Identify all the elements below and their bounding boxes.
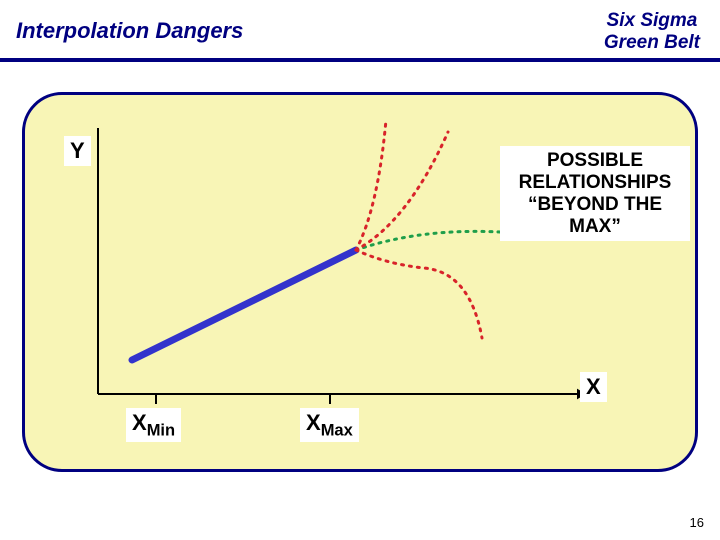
x-axis-label: X [580, 372, 607, 402]
xmax-sub: Max [321, 421, 353, 439]
callout-l2: RELATIONSHIPS [519, 172, 672, 193]
xmin-sub: Min [147, 421, 175, 439]
y-axis-label-text: Y [70, 138, 85, 163]
slide: Interpolation Dangers Six Sigma Green Be… [0, 0, 720, 540]
y-axis-label: Y [64, 136, 91, 166]
chart-svg [0, 0, 720, 540]
xmin-label: XMin [126, 408, 181, 442]
callout-l3: “BEYOND THE [528, 194, 662, 215]
page-number: 16 [690, 515, 704, 530]
page-number-text: 16 [690, 515, 704, 530]
callout-l1: POSSIBLE [547, 150, 643, 171]
callout-l4: MAX” [569, 216, 621, 237]
xmin-main: X [132, 410, 147, 435]
xmax-label: XMax [300, 408, 359, 442]
xmax-main: X [306, 410, 321, 435]
callout-box: POSSIBLE RELATIONSHIPS “BEYOND THE MAX” [500, 146, 690, 241]
x-axis-label-text: X [586, 374, 601, 399]
